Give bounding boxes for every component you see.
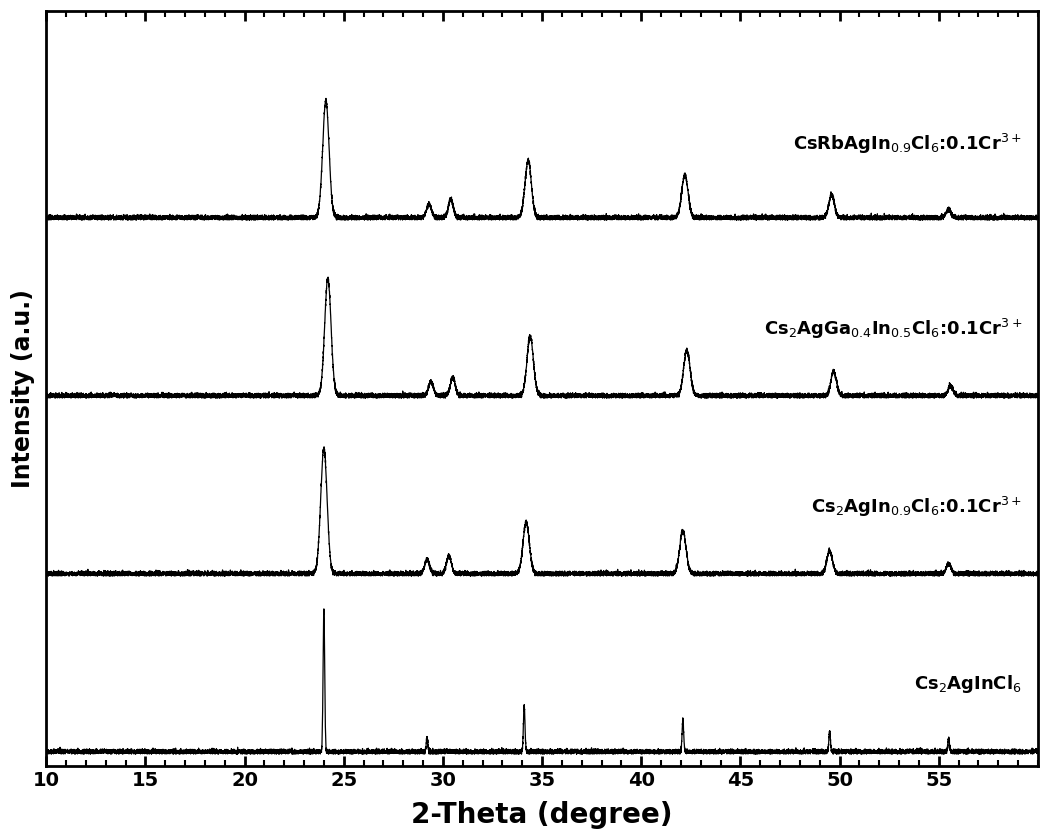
Text: CsRbAgIn$_{0.9}$Cl$_6$:0.1Cr$^{3+}$: CsRbAgIn$_{0.9}$Cl$_6$:0.1Cr$^{3+}$	[793, 132, 1022, 156]
Text: Cs$_2$AgIn$_{0.9}$Cl$_6$:0.1Cr$^{3+}$: Cs$_2$AgIn$_{0.9}$Cl$_6$:0.1Cr$^{3+}$	[811, 496, 1022, 519]
X-axis label: 2-Theta (degree): 2-Theta (degree)	[411, 801, 672, 829]
Text: Cs$_2$AgGa$_{0.4}$In$_{0.5}$Cl$_6$:0.1Cr$^{3+}$: Cs$_2$AgGa$_{0.4}$In$_{0.5}$Cl$_6$:0.1Cr…	[764, 318, 1022, 341]
Text: Cs$_2$AgInCl$_6$: Cs$_2$AgInCl$_6$	[915, 674, 1022, 696]
Y-axis label: Intensity (a.u.): Intensity (a.u.)	[12, 289, 35, 488]
